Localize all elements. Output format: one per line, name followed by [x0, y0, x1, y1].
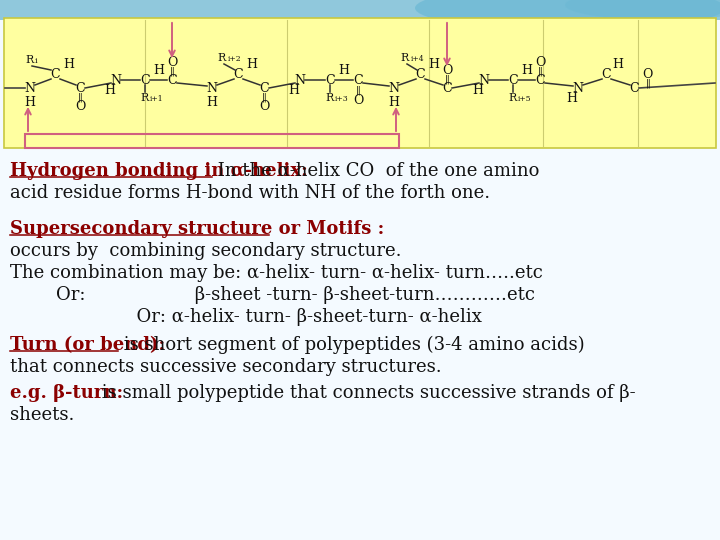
- Text: N: N: [294, 73, 305, 86]
- Text: O: O: [75, 99, 85, 112]
- Text: N: N: [479, 73, 490, 86]
- Text: Or: α-helix- turn- β-sheet-turn- α-helix: Or: α-helix- turn- β-sheet-turn- α-helix: [10, 308, 482, 326]
- Text: that connects successive secondary structures.: that connects successive secondary struc…: [10, 358, 441, 376]
- Text: R: R: [509, 93, 517, 103]
- Text: H: H: [521, 64, 533, 77]
- Text: O: O: [535, 56, 545, 69]
- Text: H: H: [613, 57, 624, 71]
- Text: C: C: [535, 73, 545, 86]
- Text: i+2: i+2: [228, 55, 242, 63]
- Text: C: C: [140, 73, 150, 86]
- Text: H: H: [289, 84, 300, 97]
- Text: N: N: [389, 82, 400, 94]
- Text: ‖: ‖: [444, 74, 449, 84]
- Text: Or:                   β-sheet -turn- β-sheet-turn…………etc: Or: β-sheet -turn- β-sheet-turn…………etc: [10, 286, 535, 304]
- Text: O: O: [258, 99, 269, 112]
- Text: C: C: [233, 68, 243, 80]
- Text: R: R: [26, 55, 34, 65]
- Text: i+1: i+1: [150, 95, 163, 103]
- Text: ‖: ‖: [646, 78, 650, 87]
- Text: H: H: [207, 96, 217, 109]
- Text: O: O: [167, 56, 177, 69]
- Text: Turn (or bend):: Turn (or bend):: [10, 336, 165, 354]
- Text: O: O: [442, 64, 452, 77]
- Text: C: C: [415, 68, 425, 80]
- Ellipse shape: [415, 0, 720, 30]
- Text: H: H: [63, 57, 74, 71]
- Text: N: N: [207, 82, 217, 94]
- Bar: [0, 0, 720, 20]
- Text: i: i: [35, 57, 37, 65]
- Text: ‖: ‖: [356, 85, 361, 94]
- Text: N: N: [572, 82, 583, 94]
- Text: C: C: [75, 82, 85, 94]
- Text: R: R: [141, 93, 149, 103]
- Text: C: C: [325, 73, 335, 86]
- Text: ‖: ‖: [78, 92, 82, 102]
- Bar: [25, 134, 399, 148]
- Text: H: H: [24, 96, 35, 109]
- Text: occurs by  combining secondary structure.: occurs by combining secondary structure.: [10, 242, 402, 260]
- Text: H: H: [389, 96, 400, 109]
- Text: i+4: i+4: [411, 55, 425, 63]
- Text: H: H: [104, 84, 115, 97]
- Text: C: C: [259, 82, 269, 94]
- Text: C: C: [167, 73, 177, 86]
- Text: C: C: [50, 68, 60, 80]
- Text: O: O: [642, 68, 652, 80]
- Text: In the α-helix CO  of the one amino: In the α-helix CO of the one amino: [212, 162, 539, 180]
- Text: Hydrogen bonding in α-helix:: Hydrogen bonding in α-helix:: [10, 162, 307, 180]
- Text: is short segment of polypeptides (3-4 amino acids): is short segment of polypeptides (3-4 am…: [118, 336, 585, 354]
- Text: The combination may be: α-helix- turn- α-helix- turn…..etc: The combination may be: α-helix- turn- α…: [10, 264, 543, 282]
- Text: H: H: [567, 91, 577, 105]
- Bar: [4, 18, 716, 148]
- Text: e.g. β-turn:: e.g. β-turn:: [10, 384, 123, 402]
- Text: C: C: [354, 73, 363, 86]
- Text: H: H: [338, 64, 349, 77]
- Ellipse shape: [565, 0, 720, 20]
- Text: H: H: [153, 64, 164, 77]
- Text: H: H: [246, 57, 258, 71]
- Text: O: O: [353, 93, 363, 106]
- Text: H: H: [472, 84, 484, 97]
- Text: C: C: [442, 82, 452, 94]
- Text: i+5: i+5: [518, 95, 531, 103]
- Text: R: R: [326, 93, 334, 103]
- Text: ‖: ‖: [170, 66, 174, 76]
- Text: ‖: ‖: [261, 92, 266, 102]
- Text: R: R: [218, 53, 226, 63]
- Text: C: C: [508, 73, 518, 86]
- Text: H: H: [428, 57, 439, 71]
- Text: C: C: [601, 68, 611, 80]
- Text: is small polypeptide that connects successive strands of β-: is small polypeptide that connects succe…: [96, 384, 636, 402]
- Text: Supersecondary structure or Motifs :: Supersecondary structure or Motifs :: [10, 220, 384, 238]
- Text: N: N: [24, 82, 35, 94]
- Text: sheets.: sheets.: [10, 406, 74, 424]
- Text: C: C: [629, 82, 639, 94]
- Text: acid residue forms H-bond with NH of the forth one.: acid residue forms H-bond with NH of the…: [10, 184, 490, 202]
- Text: i+3: i+3: [335, 95, 348, 103]
- Text: N: N: [110, 73, 122, 86]
- Text: R: R: [401, 53, 409, 63]
- Text: ‖: ‖: [538, 66, 542, 76]
